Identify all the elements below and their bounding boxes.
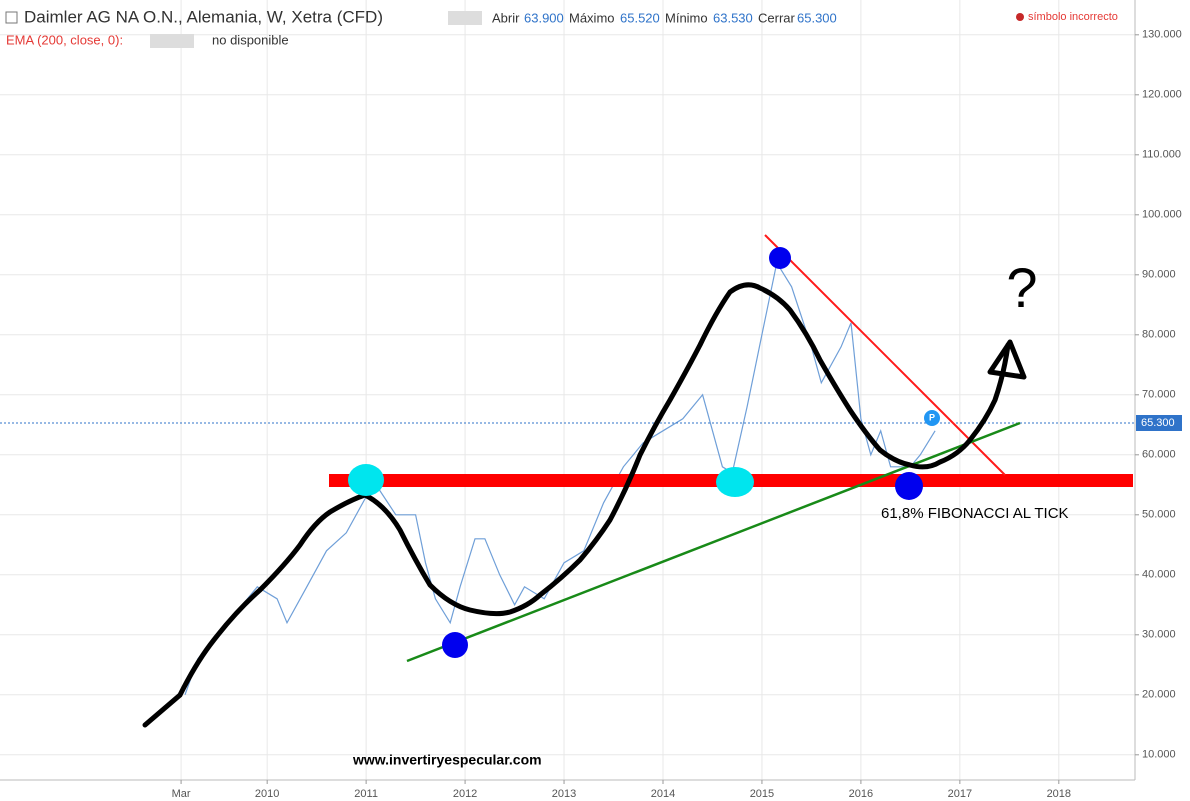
x-tick-label: 2012 <box>453 788 477 800</box>
y-tick-label: 40.000 <box>1142 569 1176 581</box>
value: 65.300 <box>797 10 837 25</box>
series <box>0 261 1135 696</box>
indicator: EMA (200, close, 0): <box>6 32 123 47</box>
label: Máximo <box>569 10 615 25</box>
x-tick-label: 2014 <box>651 788 675 800</box>
last-price-box <box>1136 415 1182 431</box>
price-line <box>184 261 936 696</box>
y-tick-label: 130.000 <box>1142 29 1182 41</box>
y-tick-label: 100.000 <box>1142 209 1182 221</box>
x-tick-label: 2015 <box>750 788 774 800</box>
freehand-curve <box>142 282 1011 728</box>
y-tick-label: 60.000 <box>1142 449 1176 461</box>
badge-text: P <box>929 412 935 422</box>
marker <box>769 247 791 269</box>
warning: símbolo incorrecto <box>1028 11 1118 23</box>
x-tick-label: 2018 <box>1047 788 1071 800</box>
value: 63.530 <box>713 10 753 25</box>
marker <box>716 467 754 497</box>
y-tick-label: 70.000 <box>1142 389 1176 401</box>
indicator-buttons[interactable] <box>150 34 194 48</box>
value: 63.900 <box>524 10 564 25</box>
axes: 10.000 20.000 30.000 40.000 50.000 60.000 70.0… <box>172 29 1182 800</box>
badge <box>924 410 940 426</box>
annotation: 61,8% FIBONACCI AL TICK <box>881 505 1069 522</box>
y-tick-label: 30.000 <box>1142 629 1176 641</box>
y-tick-label: 90.000 <box>1142 269 1176 281</box>
trend-line <box>406 421 1021 663</box>
x-tick-label: Mar <box>172 788 191 800</box>
x-tick-label: 2013 <box>552 788 576 800</box>
grid <box>0 0 1135 780</box>
y-tick-label: 50.000 <box>1142 509 1176 521</box>
last-price-label: 65.300 <box>1141 417 1175 429</box>
title: Daimler AG NA O.N., Alemania, W, Xetra (… <box>24 7 383 26</box>
warning-dot <box>1016 13 1024 21</box>
resistance-line <box>764 234 1006 476</box>
y-tick-label: 80.000 <box>1142 329 1176 341</box>
y-tick-label: 10.000 <box>1142 749 1176 761</box>
label: Mínimo <box>665 10 708 25</box>
marker <box>348 464 384 496</box>
indicator-status: no disponible <box>212 32 289 47</box>
x-tick-label: 2016 <box>849 788 873 800</box>
x-tick-label: 2011 <box>354 788 378 800</box>
y-tick-label: 120.000 <box>1142 89 1182 101</box>
y-tick-label: 110.000 <box>1142 149 1181 161</box>
marker <box>895 472 923 500</box>
marker <box>442 632 468 658</box>
arrow-head <box>987 339 1027 380</box>
x-tick-label: 2010 <box>255 788 279 800</box>
question-mark: ? <box>1006 256 1037 319</box>
x-tick-label: 2017 <box>948 788 972 800</box>
y-tick-label: 20.000 <box>1142 689 1176 701</box>
website: www.invertiryespecular.com <box>352 752 542 768</box>
label: Abrir <box>492 10 520 25</box>
value: 65.520 <box>620 10 660 25</box>
title-buttons[interactable] <box>448 11 482 25</box>
label: Cerrar <box>758 10 796 25</box>
collapse-icon[interactable] <box>5 11 18 24</box>
